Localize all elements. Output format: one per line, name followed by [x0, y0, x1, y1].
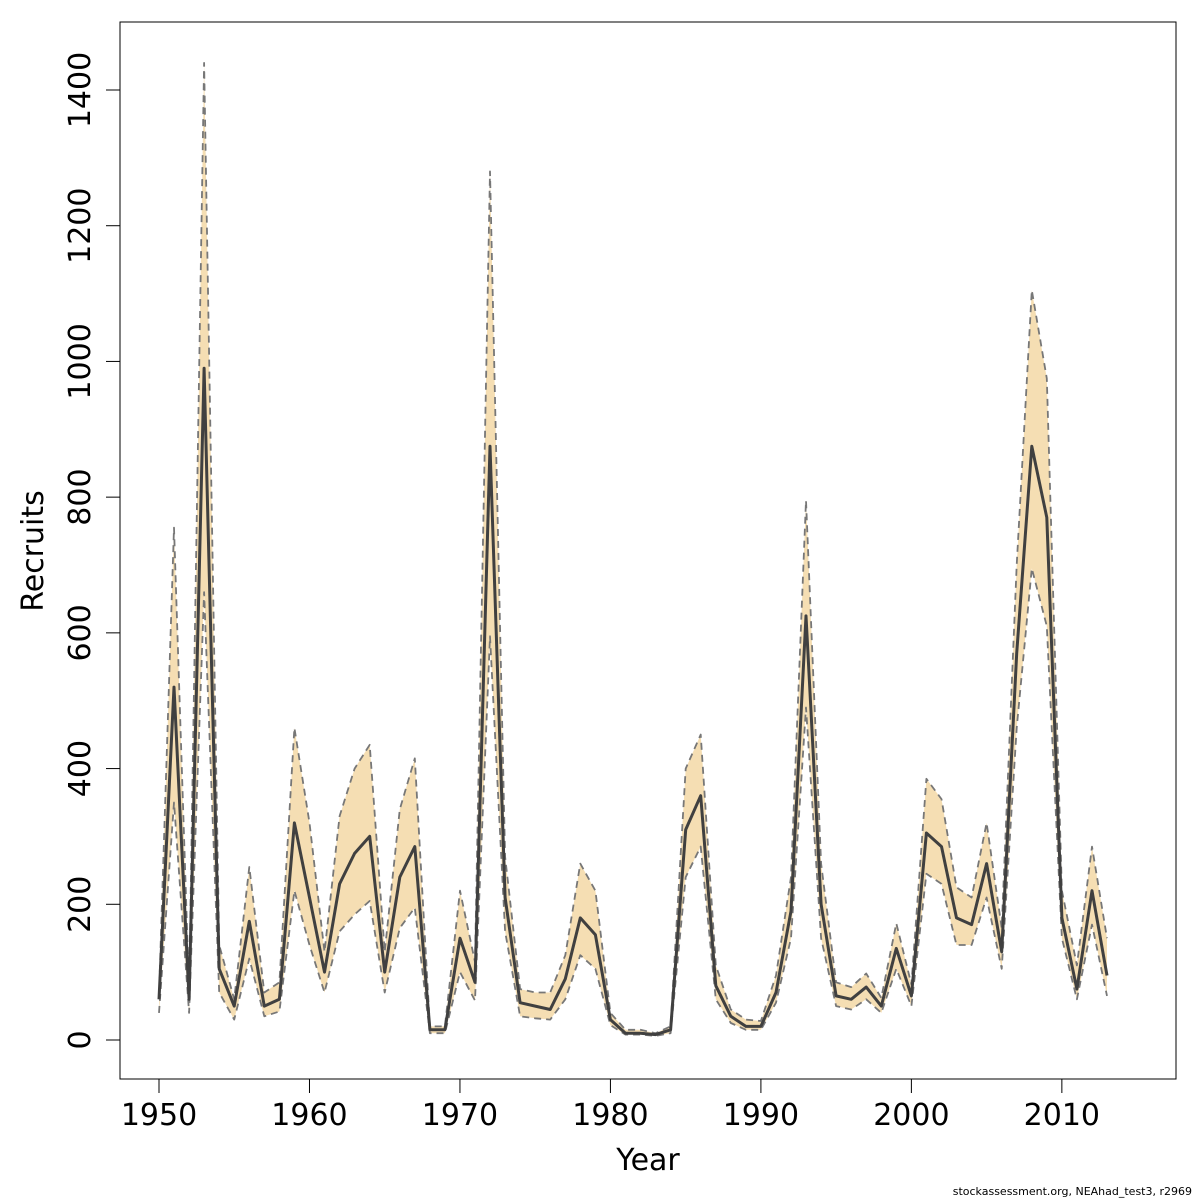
upper-bound-line: [158, 62, 1108, 1035]
x-tick-label: 1960: [271, 1098, 347, 1133]
x-axis-title: Year: [615, 1143, 680, 1178]
x-tick-label: 2000: [873, 1098, 949, 1133]
y-tick-label: 1400: [63, 52, 98, 128]
y-tick-label: 400: [63, 740, 98, 797]
y-tick-label: 200: [63, 876, 98, 933]
y-axis-title: Recruits: [16, 490, 51, 612]
estimate-line: [157, 366, 1109, 1037]
x-tick-label: 2010: [1024, 1098, 1100, 1133]
x-tick-label: 1950: [121, 1098, 197, 1133]
axes-layer: 1950 1960 1970 1980 1990 2000 2010 0 200 400 600 80…: [63, 52, 1100, 1133]
y-tick-label: 0: [63, 1030, 98, 1049]
y-tick-label: 800: [63, 468, 98, 525]
x-tick-label: 1970: [422, 1098, 498, 1133]
y-tick-label: 1000: [63, 323, 98, 399]
confidence-band: [159, 62, 1107, 1036]
x-tick-label: 1980: [572, 1098, 648, 1133]
x-tick-label: 1990: [723, 1098, 799, 1133]
footnote: stockassessment.org, NEAhad_test3, r2969: [952, 1185, 1192, 1198]
y-tick-label: 1200: [63, 188, 98, 264]
y-tick-label: 600: [63, 604, 98, 661]
series-layer: [157, 62, 1109, 1037]
lower-bound-line: [158, 567, 1108, 1037]
